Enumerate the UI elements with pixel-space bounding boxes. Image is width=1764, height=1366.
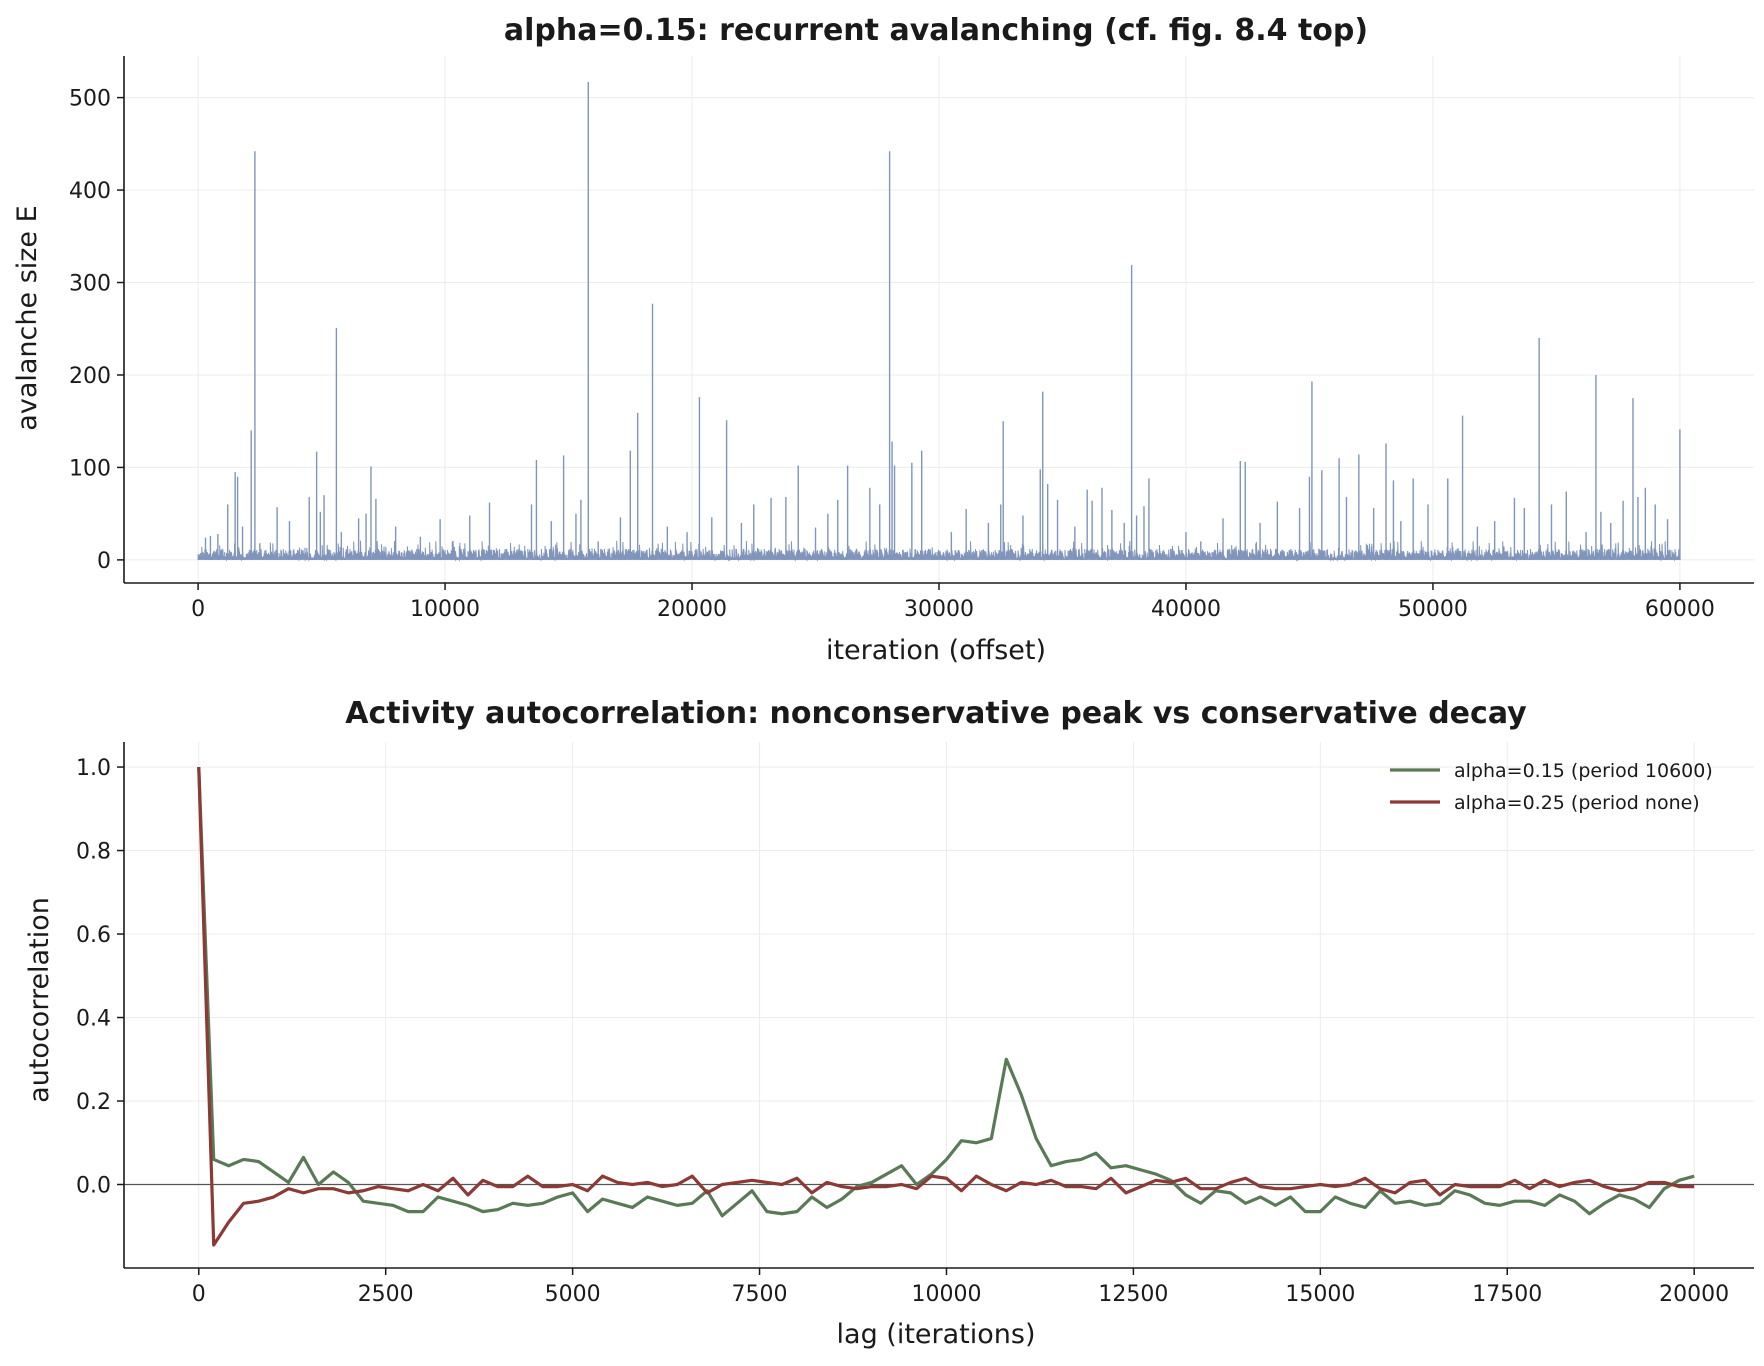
chart1-x-tick-label: 40000 xyxy=(1151,597,1221,622)
chart2-y-tick-label: 0.2 xyxy=(76,1090,111,1115)
chart2-y-tick-label: 0.8 xyxy=(76,840,111,865)
chart1-y-axis-label: avalanche size E xyxy=(12,205,43,430)
chart1-y-tick-label: 400 xyxy=(69,179,111,204)
chart2-x-tick-label: 7500 xyxy=(732,1282,788,1307)
chart1-x-axis-label: iteration (offset) xyxy=(826,635,1046,666)
chart2-y-axis-label: autocorrelation xyxy=(24,897,55,1103)
chart1-y-tick-label: 100 xyxy=(69,456,111,481)
chart2-title: Activity autocorrelation: nonconservativ… xyxy=(345,696,1527,731)
chart2-x-axis-label: lag (iterations) xyxy=(837,1319,1036,1350)
chart1-baseline-noise xyxy=(197,540,1681,562)
chart1-ticks: 0 10000 20000 30000 40000 50000 60000 0 100 200 30… xyxy=(69,87,1715,622)
chart1-y-tick-label: 0 xyxy=(97,549,111,574)
chart1-x-tick-label: 60000 xyxy=(1645,597,1715,622)
chart2-x-tick-label: 5000 xyxy=(545,1282,601,1307)
chart1-x-tick-label: 10000 xyxy=(410,597,480,622)
chart2-x-tick-label: 17500 xyxy=(1472,1282,1542,1307)
series-line-alpha-015 xyxy=(197,766,1695,1218)
chart2-x-tick-label: 0 xyxy=(192,1282,206,1307)
chart1-y-tick-label: 300 xyxy=(69,272,111,297)
chart2-y-tick-label: 0.4 xyxy=(76,1007,111,1032)
chart1-x-tick-label: 50000 xyxy=(1398,597,1468,622)
legend-label-alpha-015: alpha=0.15 (period 10600) xyxy=(1454,760,1713,782)
chart2-legend: alpha=0.15 (period 10600) alpha=0.25 (pe… xyxy=(1390,760,1713,814)
chart2-y-tick-label: 0.6 xyxy=(76,923,111,948)
chart1-y-tick-label: 500 xyxy=(69,87,111,112)
chart1-x-tick-label: 20000 xyxy=(657,597,727,622)
chart2-x-tick-label: 20000 xyxy=(1659,1282,1729,1307)
chart2-x-tick-label: 12500 xyxy=(1098,1282,1168,1307)
chart2-x-tick-label: 15000 xyxy=(1285,1282,1355,1307)
chart1-title: alpha=0.15: recurrent avalanching (cf. f… xyxy=(504,13,1368,48)
chart2-plot-area xyxy=(124,766,1754,1247)
chart1-plot-area xyxy=(197,81,1681,562)
legend-label-alpha-025: alpha=0.25 (period none) xyxy=(1454,792,1700,814)
chart2-axes xyxy=(123,742,1754,1269)
chart2-x-tick-label: 10000 xyxy=(911,1282,981,1307)
chart2-y-tick-label: 1.0 xyxy=(76,756,111,781)
chart1-x-tick-label: 0 xyxy=(191,597,205,622)
chart2-x-tick-label: 2500 xyxy=(358,1282,414,1307)
autocorrelation-chart: Activity autocorrelation: nonconservativ… xyxy=(24,696,1754,1350)
chart1-x-tick-label: 30000 xyxy=(904,597,974,622)
chart1-y-tick-label: 200 xyxy=(69,364,111,389)
chart1-grid xyxy=(124,56,1754,583)
chart2-ticks: 0 2500 5000 7500 10000 12500 15000 17500 20000 0.… xyxy=(76,756,1729,1307)
series-line-alpha-025 xyxy=(197,766,1695,1247)
avalanche-chart: alpha=0.15: recurrent avalanching (cf. f… xyxy=(12,13,1754,666)
chart2-y-tick-label: 0.0 xyxy=(76,1174,111,1199)
